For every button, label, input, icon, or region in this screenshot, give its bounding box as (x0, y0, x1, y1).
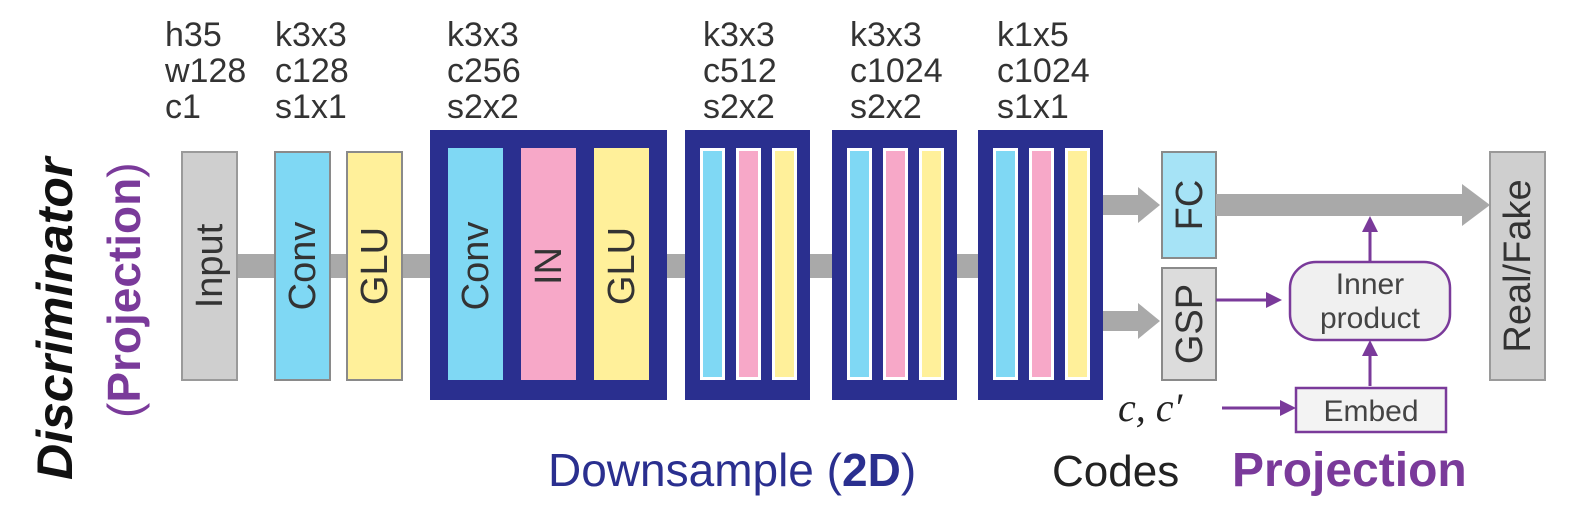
downsample-caption: Downsample (2D) (548, 444, 916, 496)
glu-strip (1068, 151, 1087, 377)
spec-down3: k3x3 c1024 s2x2 (850, 16, 943, 126)
title-projection: (Projection) (98, 162, 150, 418)
arrow-to-fc (1103, 187, 1160, 223)
in-block (521, 148, 576, 380)
spec-down1: k3x3 c256 s2x2 (447, 16, 521, 126)
spec-line: s1x1 (997, 88, 1069, 126)
spec-line: h35 (165, 16, 222, 54)
arrow-codes-to-embed (1222, 400, 1296, 416)
arrow-inner-to-fc-line (1362, 216, 1378, 262)
spec-line: s2x2 (447, 88, 519, 126)
spec-line: k3x3 (703, 16, 775, 54)
spec-line: c1 (165, 88, 201, 126)
inner-product-line-2: product (1320, 302, 1421, 335)
spec-line: c256 (447, 52, 521, 90)
real-fake-block (1489, 151, 1546, 381)
spec-line: c1024 (850, 52, 943, 90)
glu-block (346, 151, 403, 381)
spec-down4: k1x5 c1024 s1x1 (997, 16, 1090, 126)
glu-label: GLU (354, 227, 396, 305)
spec-line: s1x1 (275, 88, 347, 126)
in-strip (1032, 151, 1051, 377)
conv-block (448, 148, 503, 380)
arrow-embed-to-inner (1362, 340, 1378, 386)
in-strip (886, 151, 905, 377)
spec-line: k3x3 (447, 16, 519, 54)
embed-block (1294, 386, 1448, 434)
conv-label: Conv (455, 222, 497, 311)
glu-strip (922, 151, 941, 377)
spec-line: c1024 (997, 52, 1090, 90)
svg-text:(Projection): (Projection) (98, 162, 150, 418)
arrow-gsp-to-inner (1216, 292, 1282, 308)
spec-line: c512 (703, 52, 777, 90)
inner-product-line-1: Inner (1336, 268, 1404, 301)
in-label: IN (528, 247, 570, 285)
spec-line: k3x3 (275, 16, 347, 54)
arrow-to-gsp (1103, 303, 1160, 339)
in-strip (739, 151, 758, 377)
spec-conv1: k3x3 c128 s1x1 (275, 16, 349, 126)
input-label: Input (189, 223, 231, 308)
spec-line: c128 (275, 52, 349, 90)
fc-label: FC (1169, 180, 1211, 231)
spec-input: h35 w128 c1 (164, 16, 246, 126)
spec-line: k1x5 (997, 16, 1069, 54)
spec-line: s2x2 (703, 88, 775, 126)
real-fake-label: Real/Fake (1497, 179, 1539, 352)
glu-block (594, 148, 649, 380)
title-discriminator: Discriminator (27, 155, 83, 480)
inner-product-block (1288, 260, 1452, 342)
spec-down2: k3x3 c512 s2x2 (703, 16, 777, 126)
arrow-to-output (1216, 184, 1490, 226)
conv-label: Conv (282, 222, 324, 311)
spec-line: k3x3 (850, 16, 922, 54)
spec-line: s2x2 (850, 88, 922, 126)
spec-line: w128 (164, 52, 246, 90)
conv-strip (850, 151, 869, 377)
projection-caption: Projection (1232, 444, 1467, 497)
embed-label: Embed (1323, 395, 1418, 428)
codes-math: c, c′ (1118, 385, 1184, 430)
conv-strip (703, 151, 722, 377)
fc-block (1161, 151, 1217, 259)
gsp-block (1161, 267, 1217, 381)
conv-strip (996, 151, 1015, 377)
conv-block (274, 151, 331, 381)
input-block (181, 151, 238, 381)
glu-strip (775, 151, 794, 377)
codes-caption: Codes (1052, 447, 1179, 496)
glu-label: GLU (601, 227, 643, 305)
gsp-label: GSP (1169, 284, 1211, 364)
